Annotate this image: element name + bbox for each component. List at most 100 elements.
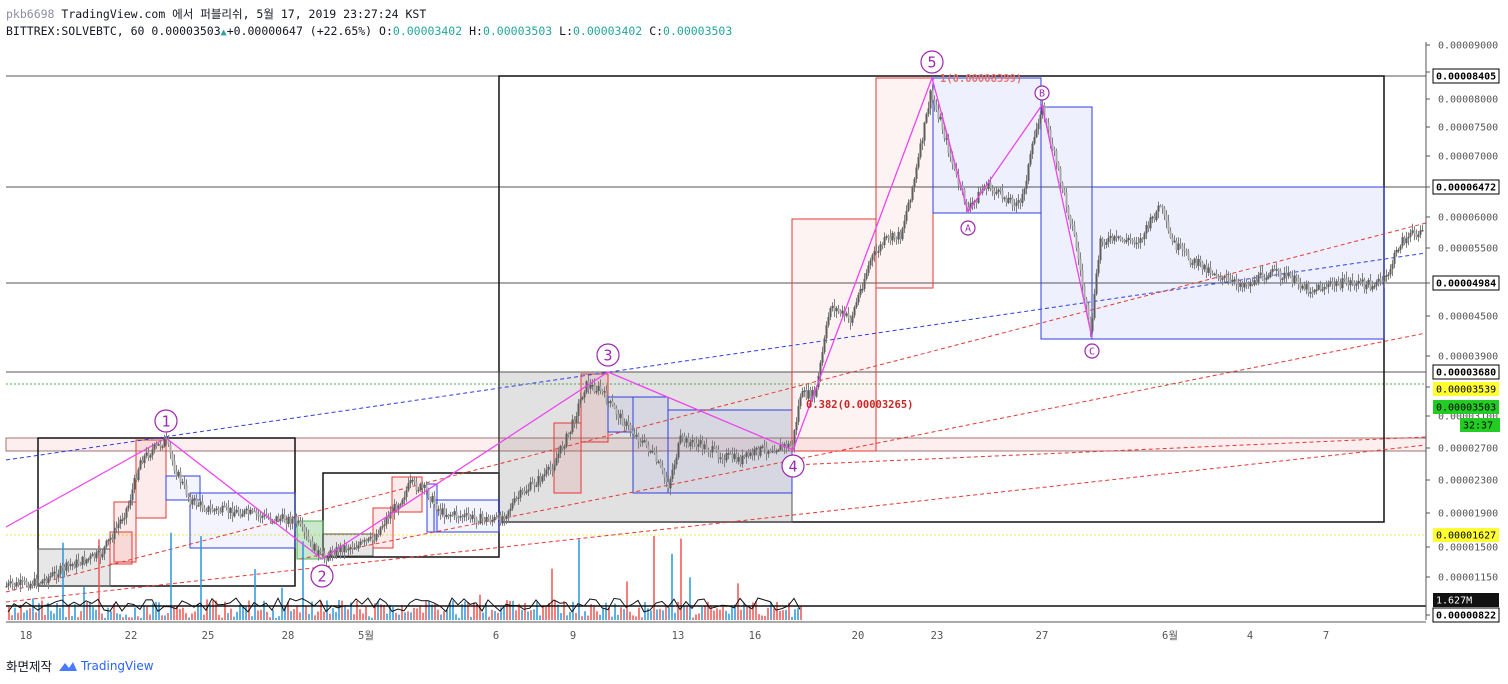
candle-body [67, 562, 70, 566]
volume-bar [176, 606, 178, 620]
volume-bar [56, 602, 58, 620]
x-tick-label: 7 [1323, 630, 1329, 642]
candle-body [507, 511, 510, 516]
x-tick-label: 6월 [1162, 630, 1178, 642]
candle-body [883, 237, 886, 245]
volume-bar [782, 610, 784, 620]
volume-bar [638, 607, 640, 620]
candle-body [283, 514, 286, 522]
volume-bar [755, 601, 757, 620]
wave-label-circle [781, 454, 805, 478]
candle-body [845, 313, 848, 316]
volume-bar [680, 538, 682, 620]
volume-bar [182, 607, 184, 620]
wave-label-circle [310, 564, 334, 588]
candle-body [439, 509, 442, 515]
candle-body [759, 446, 762, 456]
volume-bar [215, 600, 217, 620]
candle-body [527, 489, 530, 492]
candle-body [1157, 205, 1160, 212]
candle-body [193, 498, 196, 500]
candle-body [9, 581, 12, 584]
candle-body [1409, 232, 1412, 237]
candle-body [219, 511, 222, 513]
candle-body [885, 236, 888, 238]
candle-body [1355, 283, 1358, 286]
volume-bar [461, 604, 463, 620]
candle-body [921, 140, 924, 144]
volume-bar [473, 602, 475, 620]
candle-body [1299, 283, 1302, 289]
candle-body [1097, 260, 1100, 274]
tradingview-logo-icon [59, 661, 78, 671]
candle-body [211, 508, 214, 512]
candle-body [333, 555, 336, 557]
candle-body [255, 510, 258, 515]
volume-bar [554, 600, 556, 620]
candle-body [37, 583, 40, 587]
volume-bar [200, 536, 202, 620]
candle-body [999, 189, 1002, 192]
volume-bar [524, 602, 526, 620]
candle-body [225, 505, 228, 508]
candle-body [1245, 283, 1248, 285]
volume-bar [266, 611, 268, 620]
candle-body [1125, 240, 1128, 243]
candle-body [537, 476, 540, 486]
volume-bar [509, 600, 511, 620]
candle-body [643, 440, 646, 442]
candle-body [157, 443, 160, 446]
candle-body [163, 438, 166, 447]
candle-body [497, 515, 500, 518]
candle-body [431, 495, 434, 503]
volume-bar [779, 611, 781, 620]
candle-body [767, 450, 770, 454]
candle-body [151, 449, 154, 456]
candle-body [1415, 233, 1418, 238]
volume-bar [566, 615, 568, 620]
candle-body [13, 584, 16, 587]
candle-body [547, 466, 550, 470]
candle-body [43, 578, 46, 581]
volume-bar [515, 610, 517, 620]
candle-body [167, 439, 170, 445]
candle-body [663, 470, 666, 478]
candle-body [1131, 239, 1134, 242]
candle-body [213, 509, 216, 512]
candle-body [1135, 242, 1138, 245]
candle-body [1141, 238, 1144, 240]
candle-body [1293, 275, 1296, 284]
volume-bar [551, 568, 553, 620]
symbol-label[interactable]: BITTREX:SOLVEBTC, 60 [6, 24, 145, 38]
candle-body [469, 516, 472, 520]
tradingview-link[interactable]: TradingView [58, 659, 154, 673]
volume-bar [662, 610, 664, 620]
volume-bar [437, 609, 439, 620]
price-badge [1432, 364, 1500, 380]
y-tick-label: 0.00001150 [1438, 573, 1498, 584]
candle-body [1347, 282, 1350, 286]
volume-bar [269, 617, 271, 620]
candle-body [831, 305, 834, 309]
candle-body [1185, 250, 1188, 253]
candle-body [1373, 285, 1376, 288]
candle-body [1303, 285, 1306, 290]
volume-bar [545, 605, 547, 620]
candle-body [641, 440, 644, 443]
candle-body [275, 516, 278, 521]
candle-body [317, 550, 320, 556]
candle-body [809, 390, 812, 400]
candle-body [1217, 276, 1220, 279]
candle-body [349, 547, 352, 549]
candle-body [635, 434, 638, 437]
publisher-name[interactable]: pkb6698 [6, 7, 55, 21]
volume-bar [347, 609, 349, 620]
candle-body [367, 538, 370, 541]
candle-body [1033, 137, 1036, 144]
volume-bar [212, 600, 214, 620]
volume-bar [290, 611, 292, 620]
volume-bar [353, 614, 355, 620]
candle-body [923, 122, 926, 141]
volume-bar [746, 605, 748, 620]
